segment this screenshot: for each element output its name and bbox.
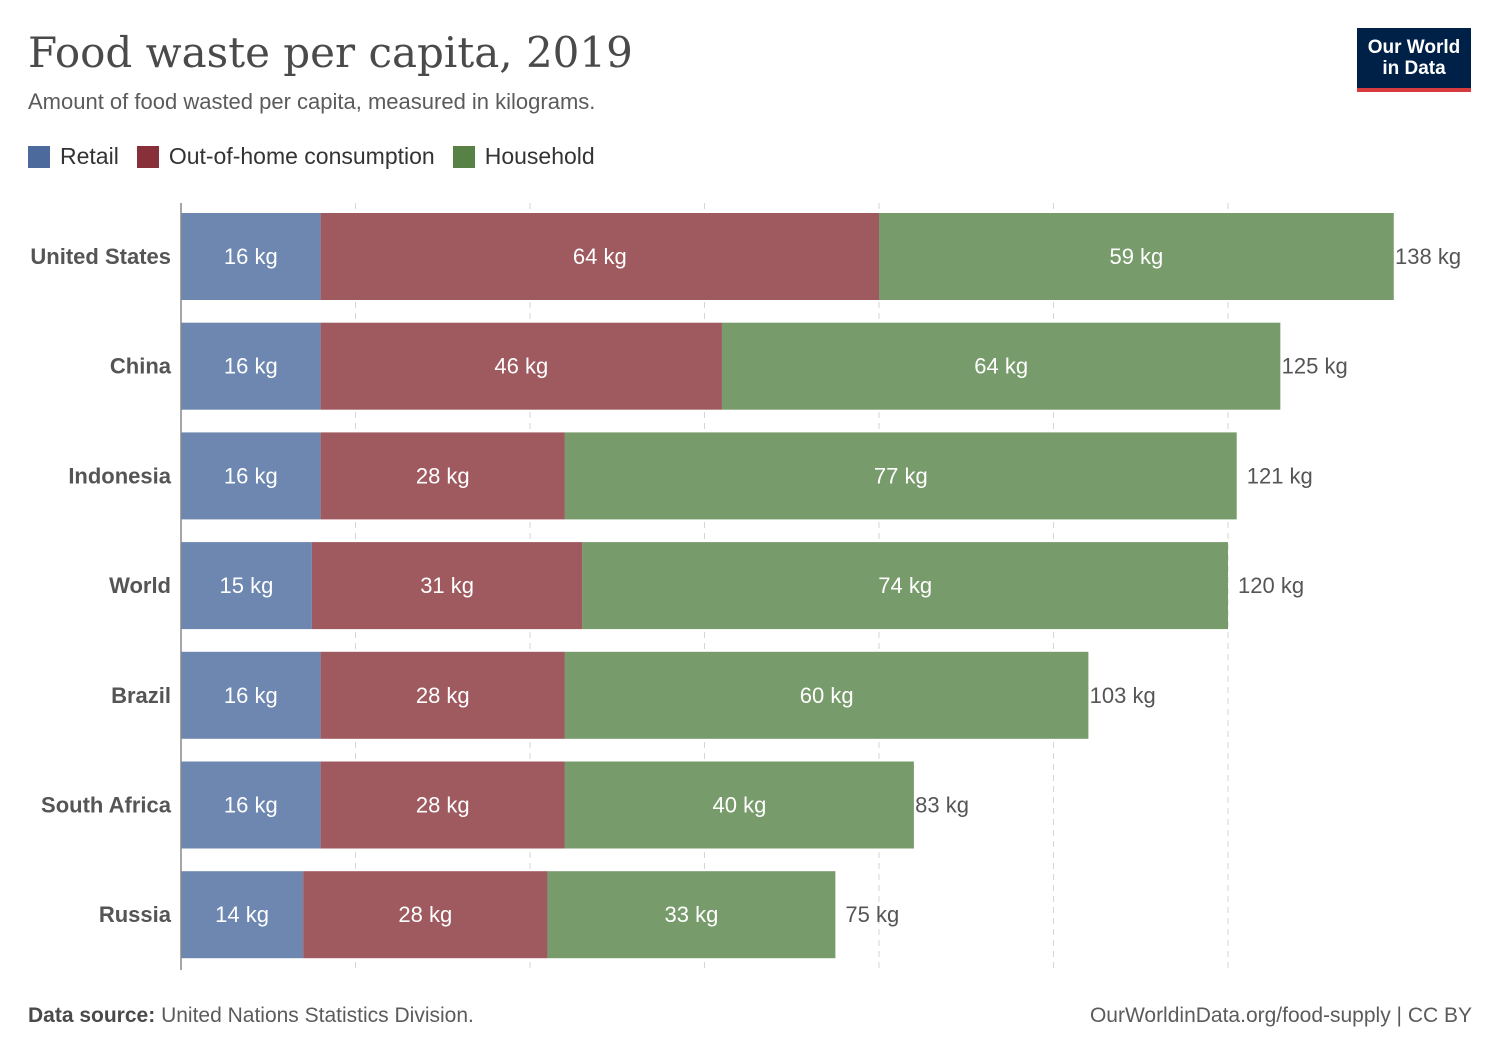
bar-total-label: 120 kg bbox=[1238, 573, 1304, 598]
legend-swatch-retail bbox=[28, 145, 50, 168]
bar-segment-household bbox=[879, 213, 1394, 300]
legend-label-retail: Retail bbox=[60, 143, 119, 169]
data-source-label: Data source: bbox=[28, 1004, 156, 1027]
chart-subtitle: Amount of food wasted per capita, measur… bbox=[28, 89, 596, 114]
legend-item-household[interactable]: Household bbox=[452, 143, 595, 170]
bar-value-label: 77 kg bbox=[874, 463, 928, 488]
bar-segment-retail bbox=[181, 322, 321, 410]
bar-value-label: 31 kg bbox=[420, 573, 474, 598]
bar-segment-household bbox=[564, 651, 1089, 739]
logo-line-1: Our World bbox=[1367, 37, 1461, 58]
bar-value-label: 16 kg bbox=[224, 793, 278, 818]
bar-segment-retail bbox=[181, 432, 321, 520]
owid-logo[interactable]: Our World in Data bbox=[1357, 28, 1471, 92]
bar-segment-retail bbox=[181, 213, 321, 300]
bar-segment-out-of-home bbox=[320, 761, 565, 849]
bar-segment-household bbox=[564, 761, 914, 849]
logo-line-2: in Data bbox=[1382, 58, 1446, 79]
source-url-link[interactable]: OurWorldinData.org/food-supply | CC BY bbox=[1089, 1004, 1472, 1027]
bar-segment-out-of-home bbox=[320, 322, 722, 410]
bar-value-label: 16 kg bbox=[224, 244, 278, 269]
bar-value-label: 74 kg bbox=[878, 573, 932, 598]
category-label: South Africa bbox=[41, 793, 172, 818]
legend-label-out-of-home: Out-of-home consumption bbox=[168, 143, 435, 169]
bar-value-label: 46 kg bbox=[494, 354, 548, 379]
legend-item-retail[interactable]: Retail bbox=[28, 143, 119, 170]
category-label: Brazil bbox=[111, 683, 171, 708]
legend-item-out-of-home[interactable]: Out-of-home consumption bbox=[136, 143, 435, 170]
category-label: China bbox=[110, 354, 172, 379]
bar-value-label: 64 kg bbox=[974, 354, 1028, 379]
data-source-note: Data source: United Nations Statistics D… bbox=[28, 1004, 474, 1028]
bar-segment-out-of-home bbox=[320, 651, 565, 739]
bar-value-label: 16 kg bbox=[224, 463, 278, 488]
legend-label-household: Household bbox=[484, 143, 595, 169]
data-source-text: United Nations Statistics Division. bbox=[161, 1004, 474, 1027]
bar-segment-retail bbox=[181, 542, 312, 630]
bar-segment-household bbox=[547, 871, 836, 959]
bar-value-label: 14 kg bbox=[215, 902, 269, 927]
bar-segment-out-of-home bbox=[320, 432, 565, 520]
bar-total-label: 103 kg bbox=[1090, 683, 1156, 708]
category-label: United States bbox=[30, 244, 171, 269]
stacked-bar-chart: United States 16 kg 64 kg 59 kg 138 kg China 1… bbox=[30, 203, 1461, 970]
bar-value-label: 16 kg bbox=[224, 683, 278, 708]
category-label: Indonesia bbox=[68, 463, 171, 488]
bar-segment-out-of-home bbox=[311, 542, 583, 630]
bar-value-label: 28 kg bbox=[416, 683, 470, 708]
bar-value-label: 28 kg bbox=[416, 793, 470, 818]
bar-segment-household bbox=[582, 542, 1228, 630]
chart-title: Food waste per capita, 2019 bbox=[28, 28, 633, 77]
bar-segment-household bbox=[564, 432, 1237, 520]
bar-value-label: 33 kg bbox=[664, 902, 718, 927]
bar-total-label: 138 kg bbox=[1395, 244, 1461, 269]
bar-value-label: 60 kg bbox=[800, 683, 854, 708]
bar-value-label: 64 kg bbox=[573, 244, 627, 269]
bar-value-label: 59 kg bbox=[1109, 244, 1163, 269]
bar-segment-retail bbox=[181, 651, 321, 739]
bar-segment-household bbox=[721, 322, 1281, 410]
bar-value-label: 15 kg bbox=[220, 573, 274, 598]
bar-value-label: 16 kg bbox=[224, 354, 278, 379]
bar-segment-retail bbox=[181, 761, 321, 849]
bar-segment-retail bbox=[181, 871, 304, 959]
bar-value-label: 40 kg bbox=[712, 793, 766, 818]
bar-value-label: 28 kg bbox=[416, 463, 470, 488]
bar-segment-out-of-home bbox=[303, 871, 548, 959]
category-label: Russia bbox=[99, 902, 172, 927]
legend: Retail Out-of-home consumption Household bbox=[28, 143, 613, 170]
legend-swatch-household bbox=[452, 145, 475, 168]
bar-total-label: 75 kg bbox=[845, 902, 899, 927]
category-label: World bbox=[109, 573, 171, 598]
bar-total-label: 125 kg bbox=[1282, 354, 1348, 379]
bar-value-label: 28 kg bbox=[398, 902, 452, 927]
bar-total-label: 83 kg bbox=[915, 793, 969, 818]
bar-total-label: 121 kg bbox=[1247, 463, 1313, 488]
bar-segment-out-of-home bbox=[320, 213, 880, 300]
legend-swatch-out-of-home bbox=[136, 145, 159, 168]
